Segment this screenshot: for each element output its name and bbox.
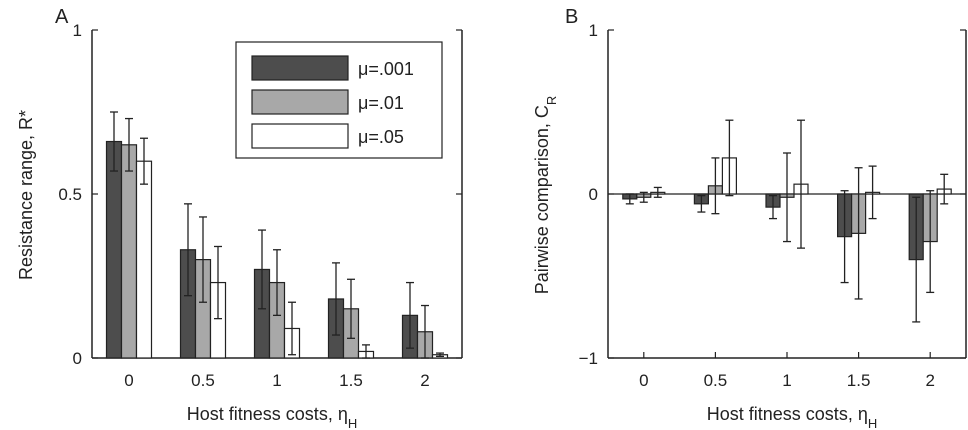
y-tick-label: 1 [73, 21, 82, 40]
panel-label-a: A [55, 6, 69, 28]
plot-area-a: 0 0.5 1 0 0.5 1 1.5 2 μ=.001 μ=.01 μ=.05 [58, 21, 463, 390]
x-tick-label: 2 [420, 371, 429, 390]
x-axis-label-b: Host fitness costs, ηH [707, 404, 877, 430]
legend-label: μ=.001 [358, 59, 414, 79]
y-tick-label: 1 [589, 21, 598, 40]
legend: μ=.001 μ=.01 μ=.05 [235, 41, 443, 159]
x-tick-label: 0 [124, 371, 133, 390]
y-tick-label: −1 [579, 349, 598, 368]
y-tick-label: 0.5 [58, 185, 82, 204]
x-tick-label: 1 [272, 371, 281, 390]
legend-label: μ=.05 [358, 127, 404, 147]
x-tick-label: 0.5 [704, 371, 728, 390]
x-tick-label: 0 [639, 371, 648, 390]
x-tick-label: 1.5 [339, 371, 363, 390]
y-tick-label: 0 [73, 349, 82, 368]
panel-b: B Pairwise comparison, CR Host fitness c… [532, 6, 967, 430]
legend-swatch [251, 55, 349, 81]
x-tick-label: 2 [925, 371, 934, 390]
x-axis-label-a: Host fitness costs, ηH [187, 404, 357, 430]
legend-swatch [251, 89, 349, 115]
x-tick-label: 0.5 [191, 371, 215, 390]
y-axis-label-a: Resistance range, R* [16, 110, 36, 280]
y-axis-label-b: Pairwise comparison, CR [532, 96, 559, 294]
y-tick-label: 0 [589, 185, 598, 204]
plot-area-b: −1 0 1 0 0.5 1 1.5 2 [579, 21, 967, 390]
legend-label: μ=.01 [358, 93, 404, 113]
panel-a: A Resistance range, R* Host fitness cost… [16, 6, 463, 430]
bar [135, 160, 153, 359]
x-tick-label: 1 [782, 371, 791, 390]
legend-swatch [251, 123, 349, 149]
x-tick-label: 1.5 [847, 371, 871, 390]
bar [120, 144, 138, 359]
panel-label-b: B [565, 6, 578, 28]
bar [105, 140, 123, 359]
